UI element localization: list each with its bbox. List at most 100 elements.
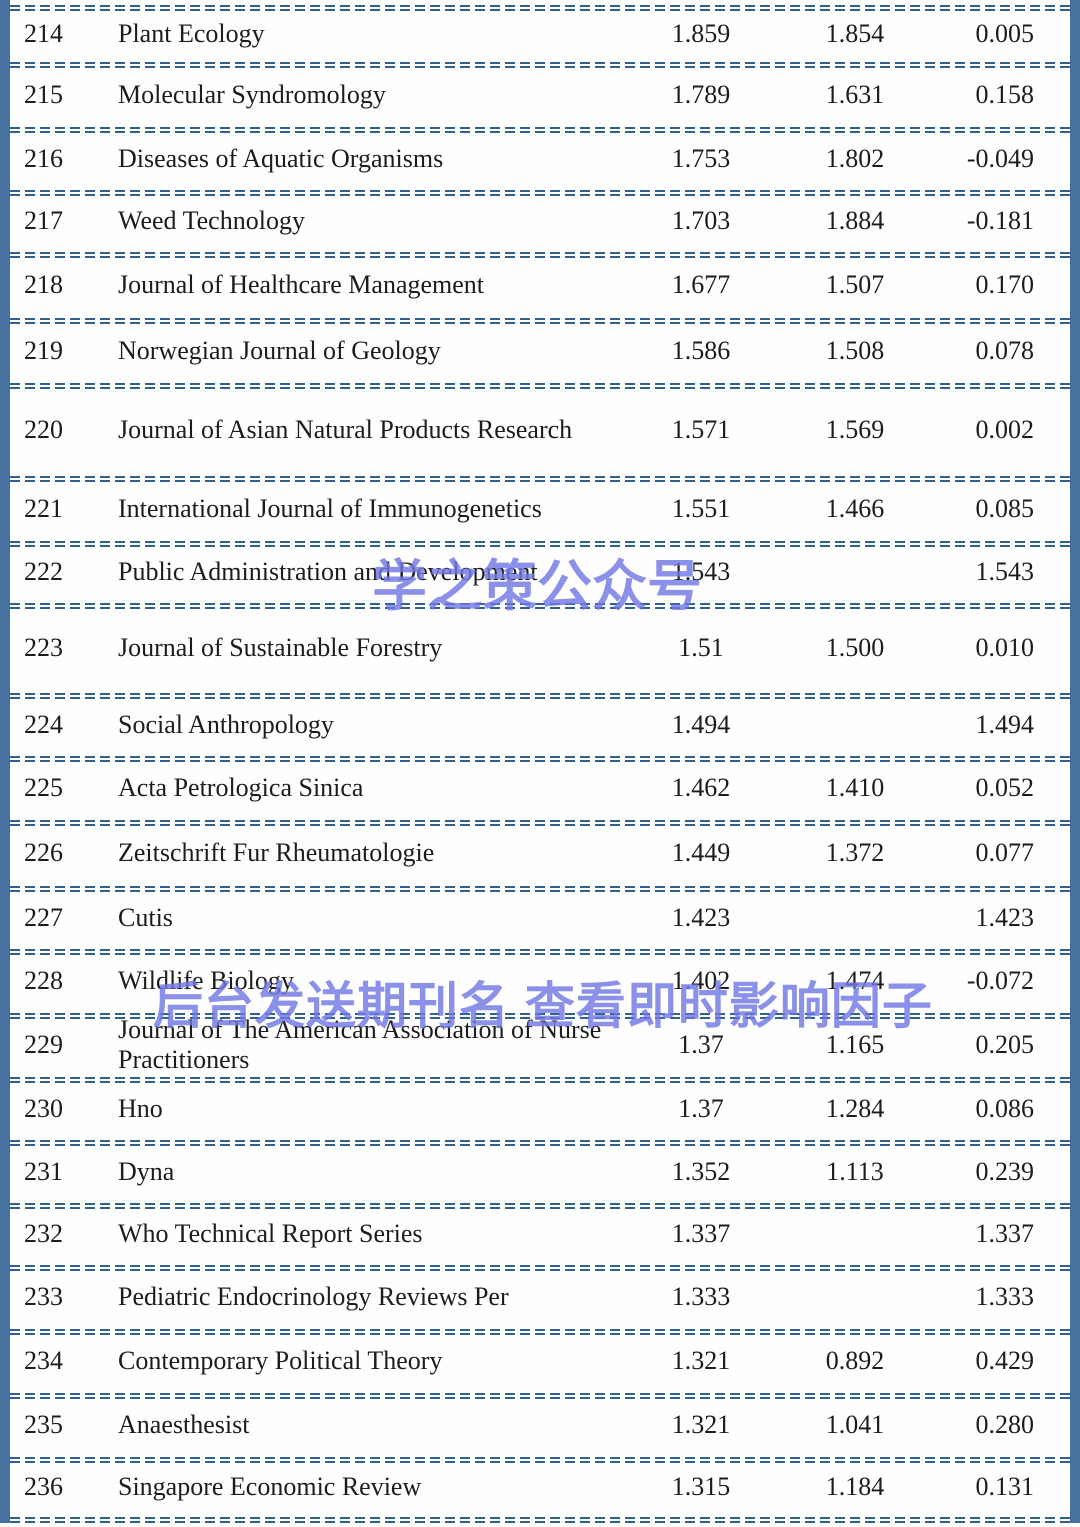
table-row: 234 Contemporary Political Theory 1.321 … (10, 1329, 1070, 1393)
if-current-cell: 1.586 (671, 335, 731, 365)
rank-cell: 228 (24, 966, 63, 995)
table-body: 214 Plant Ecology 1.859 1.854 0.005 215 … (10, 5, 1070, 1524)
rank-cell: 223 (24, 633, 63, 662)
rank-cell: 230 (24, 1093, 63, 1123)
rank-cell: 225 (24, 773, 63, 802)
journal-name-cell: Dyna (118, 1156, 175, 1186)
if-current-cell: 1.449 (671, 838, 731, 867)
rank-cell: 234 (24, 1346, 63, 1375)
table-row: 228 Wildlife Biology 1.402 1.474 -0.072 (10, 949, 1070, 1013)
if-change-cell: -0.049 (966, 143, 1034, 173)
if-change-cell: 0.429 (975, 1346, 1035, 1375)
if-change-cell: 0.170 (975, 270, 1035, 299)
if-previous-cell: 1.569 (825, 414, 885, 444)
if-current-cell: 1.402 (671, 966, 731, 995)
if-current-cell: 1.423 (671, 902, 731, 932)
journal-name-cell: Norwegian Journal of Geology (118, 335, 441, 365)
if-current-cell: 1.753 (671, 143, 731, 173)
table-row: 229 Journal of The American Association … (10, 1013, 1070, 1077)
if-previous-cell: 1.410 (825, 773, 885, 802)
if-current-cell: 1.703 (671, 206, 731, 235)
rank-cell: 217 (24, 206, 63, 235)
if-current-cell: 1.315 (671, 1472, 731, 1501)
if-previous-cell: 1.500 (825, 633, 885, 662)
journal-name-cell: Journal of Healthcare Management (118, 270, 485, 300)
if-current-cell: 1.571 (671, 414, 731, 444)
table-row: 235 Anaesthesist 1.321 1.041 0.280 (10, 1393, 1070, 1457)
if-previous-cell: 1.372 (825, 838, 885, 867)
rank-cell: 214 (24, 18, 63, 48)
if-previous-cell: 1.802 (825, 143, 885, 173)
if-current-cell: 1.677 (671, 270, 731, 299)
if-current-cell: 1.859 (671, 18, 731, 48)
if-current-cell: 1.352 (671, 1156, 731, 1186)
if-change-cell: 0.078 (975, 335, 1035, 365)
if-current-cell: 1.321 (671, 1346, 731, 1375)
if-change-cell: 0.239 (975, 1156, 1035, 1186)
if-change-cell: 1.423 (975, 902, 1035, 932)
if-current-cell: 1.543 (671, 557, 731, 586)
if-change-cell: 0.077 (975, 838, 1035, 867)
journal-name-cell: Journal of Asian Natural Products Resear… (118, 414, 573, 444)
if-change-cell: 0.085 (975, 493, 1035, 523)
if-current-cell: 1.37 (678, 1093, 724, 1123)
if-change-cell: 0.010 (975, 633, 1035, 662)
table-row: 221 International Journal of Immunogenet… (10, 476, 1070, 541)
if-previous-cell: 1.854 (825, 18, 885, 48)
if-change-cell: 1.333 (975, 1282, 1035, 1311)
table-row: 226 Zeitschrift Fur Rheumatologie 1.449 … (10, 820, 1070, 886)
table-row: 223 Journal of Sustainable Forestry 1.51… (10, 603, 1070, 693)
if-current-cell: 1.51 (678, 633, 724, 662)
rank-cell: 215 (24, 79, 63, 109)
journal-name-cell: Wildlife Biology (118, 966, 294, 996)
if-previous-cell: 1.884 (825, 206, 885, 235)
table-row: 231 Dyna 1.352 1.113 0.239 (10, 1140, 1070, 1203)
table-row: 230 Hno 1.37 1.284 0.086 (10, 1077, 1070, 1140)
journal-name-cell: Social Anthropology (118, 709, 334, 739)
if-previous-cell: 1.466 (825, 493, 885, 523)
if-previous-cell: 1.165 (825, 1030, 885, 1059)
rank-cell: 231 (24, 1156, 63, 1186)
table-row: 214 Plant Ecology 1.859 1.854 0.005 (10, 5, 1070, 62)
if-change-cell: 0.205 (975, 1030, 1035, 1059)
table-row: 215 Molecular Syndromology 1.789 1.631 0… (10, 62, 1070, 127)
if-previous-cell: 1.184 (825, 1472, 885, 1501)
journal-name-cell: Anaesthesist (118, 1410, 250, 1440)
table-row: 216 Diseases of Aquatic Organisms 1.753 … (10, 127, 1070, 190)
rank-cell: 227 (24, 902, 63, 932)
rank-cell: 220 (24, 414, 63, 444)
rank-cell: 229 (24, 1030, 63, 1059)
journal-name-cell: Zeitschrift Fur Rheumatologie (118, 838, 435, 868)
if-current-cell: 1.37 (678, 1030, 724, 1059)
rank-cell: 222 (24, 557, 63, 586)
if-change-cell: -0.072 (966, 966, 1034, 995)
journal-name-cell: Singapore Economic Review (118, 1472, 422, 1502)
if-current-cell: 1.321 (671, 1410, 731, 1439)
if-current-cell: 1.494 (671, 709, 731, 739)
rank-cell: 235 (24, 1410, 63, 1439)
journal-name-cell: Hno (118, 1093, 163, 1123)
rank-cell: 226 (24, 838, 63, 867)
table-row: 220 Journal of Asian Natural Products Re… (10, 383, 1070, 476)
journal-name-cell: Acta Petrologica Sinica (118, 773, 364, 803)
if-previous-cell: 1.507 (825, 270, 885, 299)
journal-name-cell: Pediatric Endocrinology Reviews Per (118, 1282, 509, 1312)
if-change-cell: 1.543 (975, 557, 1035, 586)
table-row: 219 Norwegian Journal of Geology 1.586 1… (10, 318, 1070, 383)
if-change-cell: 0.086 (975, 1093, 1035, 1123)
if-change-cell: 1.337 (975, 1219, 1035, 1248)
journal-name-cell: Public Administration and Development (118, 557, 538, 587)
table-row: 225 Acta Petrologica Sinica 1.462 1.410 … (10, 756, 1070, 820)
bottom-separator (10, 1517, 1070, 1524)
left-frame-bar (0, 0, 10, 1523)
if-current-cell: 1.337 (671, 1219, 731, 1248)
if-previous-cell: 0.892 (825, 1346, 885, 1375)
rank-cell: 224 (24, 709, 63, 739)
if-previous-cell: 1.508 (825, 335, 885, 365)
if-previous-cell: 1.474 (825, 966, 885, 995)
journal-name-cell: International Journal of Immunogenetics (118, 493, 542, 523)
table-row: 233 Pediatric Endocrinology Reviews Per … (10, 1265, 1070, 1329)
journal-name-cell: Journal of Sustainable Forestry (118, 633, 443, 663)
rank-cell: 216 (24, 143, 63, 173)
rank-cell: 232 (24, 1219, 63, 1248)
